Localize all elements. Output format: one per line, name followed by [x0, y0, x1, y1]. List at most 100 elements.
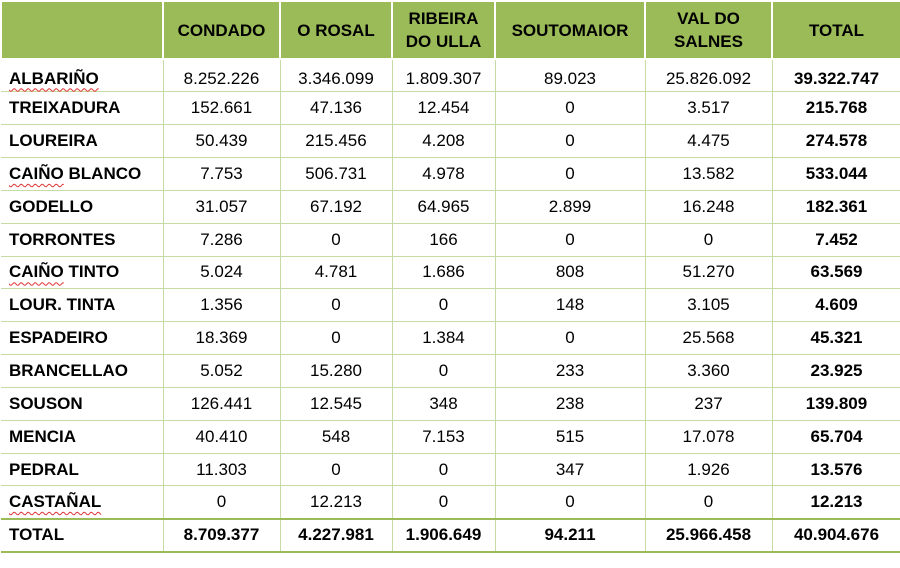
- table-cell: 16.248: [645, 190, 773, 224]
- table-cell: 13.582: [645, 157, 773, 191]
- header-total: TOTAL: [771, 0, 900, 60]
- row-label-castanal: CASTAÑAL: [1, 485, 164, 520]
- table-cell: 5.024: [163, 256, 281, 290]
- row-label-rest: BLANCO: [63, 163, 142, 183]
- row-label-text: BRANCELLAO: [9, 361, 128, 381]
- table-row: SOUSON 126.441 12.545 348 238 237 139.809: [1, 387, 900, 421]
- table-row: CAIÑO TINTO 5.024 4.781 1.686 808 51.270 63.56…: [1, 256, 900, 290]
- column-total-cell: 1.906.649: [392, 517, 496, 553]
- header-line: RIBEIRA: [408, 9, 479, 28]
- table-cell: 1.686: [392, 256, 496, 290]
- row-label-text: PEDRAL: [9, 459, 79, 479]
- header-condado: CONDADO: [162, 0, 281, 60]
- row-total-cell: 12.213: [772, 485, 900, 520]
- row-total-cell: 182.361: [772, 190, 900, 224]
- table-cell: 0: [280, 288, 393, 323]
- row-label-text: MENCIA: [9, 426, 77, 446]
- table-cell: 148: [495, 288, 646, 323]
- table-row: LOUREIRA 50.439 215.456 4.208 0 4.475 274.578: [1, 124, 900, 159]
- grand-total-row: TOTAL 8.709.377 4.227.981 1.906.649 94.211 25…: [1, 517, 900, 553]
- table-cell: 0: [495, 124, 646, 159]
- table-row: TREIXADURA 152.661 47.136 12.454 0 3.517 215.7…: [1, 91, 900, 126]
- table-cell: 3.346.099: [280, 59, 393, 93]
- table-cell: 0: [392, 485, 496, 520]
- table-cell: 0: [495, 321, 646, 356]
- table-cell: 15.280: [280, 354, 393, 388]
- row-label-espadeiro: ESPADEIRO: [1, 321, 164, 356]
- header-o-rosal: O ROSAL: [279, 0, 393, 60]
- table-cell: 40.410: [163, 420, 281, 454]
- table-cell: 7.753: [163, 157, 281, 191]
- table-cell: 2.899: [495, 190, 646, 224]
- row-total-cell: 65.704: [772, 420, 900, 454]
- table-cell: 126.441: [163, 387, 281, 421]
- row-label-albarino: ALBARIÑO: [1, 59, 164, 93]
- row-total-cell: 13.576: [772, 453, 900, 487]
- table-cell: 25.826.092: [645, 59, 773, 93]
- table-cell: 3.360: [645, 354, 773, 388]
- table-cell: 12.454: [392, 91, 496, 126]
- table-cell: 18.369: [163, 321, 281, 356]
- row-total-cell: 45.321: [772, 321, 900, 356]
- table-cell: 1.384: [392, 321, 496, 356]
- table-cell: 0: [392, 453, 496, 487]
- header-row: CONDADO O ROSAL RIBEIRA DO ULLA SOUTOMAIO…: [0, 0, 900, 60]
- row-total-cell: 39.322.747: [772, 59, 900, 93]
- table-cell: 50.439: [163, 124, 281, 159]
- table-cell: 548: [280, 420, 393, 454]
- row-label-mencia: MENCIA: [1, 420, 164, 454]
- row-label-treixadura: TREIXADURA: [1, 91, 164, 126]
- table-cell: 233: [495, 354, 646, 388]
- table-cell: 4.978: [392, 157, 496, 191]
- table-cell: 4.475: [645, 124, 773, 159]
- row-total-cell: 4.609: [772, 288, 900, 323]
- table-cell: 5.052: [163, 354, 281, 388]
- table-cell: 0: [645, 223, 773, 257]
- row-total-cell: 274.578: [772, 124, 900, 159]
- row-label-text: GODELLO: [9, 196, 94, 216]
- table-cell: 0: [163, 485, 281, 520]
- table-cell: 64.965: [392, 190, 496, 224]
- table-row: TORRONTES 7.286 0 166 0 0 7.452: [1, 223, 900, 257]
- table-cell: 238: [495, 387, 646, 421]
- spellcheck-flagged-word: CAIÑO: [9, 163, 64, 183]
- table-cell: 0: [495, 91, 646, 126]
- table-cell: 89.023: [495, 59, 646, 93]
- row-label-text: SOUSON: [9, 393, 83, 413]
- table-cell: 808: [495, 256, 646, 290]
- header-val-do-salnes: VAL DO SALNES: [644, 0, 773, 60]
- row-label-caino-tinto: CAIÑO TINTO: [1, 256, 164, 290]
- table-cell: 1.809.307: [392, 59, 496, 93]
- table-cell: 0: [280, 223, 393, 257]
- row-label-godello: GODELLO: [1, 190, 164, 224]
- table-cell: 348: [392, 387, 496, 421]
- table-row: MENCIA 40.410 548 7.153 515 17.078 65.704: [1, 420, 900, 454]
- table-cell: 17.078: [645, 420, 773, 454]
- table-cell: 12.545: [280, 387, 393, 421]
- header-corner-cell: [0, 0, 164, 60]
- row-total-cell: 533.044: [772, 157, 900, 191]
- column-total-cell: 25.966.458: [645, 517, 773, 553]
- table-row: CAIÑO BLANCO 7.753 506.731 4.978 0 13.582 533.…: [1, 157, 900, 191]
- table-cell: 0: [495, 223, 646, 257]
- table-row: ALBARIÑO 8.252.226 3.346.099 1.809.307 89.02…: [1, 59, 900, 93]
- row-total-cell: 215.768: [772, 91, 900, 126]
- table-cell: 7.286: [163, 223, 281, 257]
- row-total-cell: 63.569: [772, 256, 900, 290]
- row-label-torrontes: TORRONTES: [1, 223, 164, 257]
- table-cell: 8.252.226: [163, 59, 281, 93]
- table-cell: 506.731: [280, 157, 393, 191]
- row-label-loureira: LOUREIRA: [1, 124, 164, 159]
- table-cell: 0: [495, 485, 646, 520]
- table-cell: 347: [495, 453, 646, 487]
- row-label-rest: TINTO: [63, 262, 120, 282]
- table-cell: 47.136: [280, 91, 393, 126]
- table-cell: 237: [645, 387, 773, 421]
- table-cell: 31.057: [163, 190, 281, 224]
- table-cell: 0: [645, 485, 773, 520]
- grand-total-cell: 40.904.676: [772, 517, 900, 553]
- row-label-total: TOTAL: [1, 517, 164, 553]
- table-row: LOUR. TINTA 1.356 0 0 148 3.105 4.609: [1, 288, 900, 323]
- row-label-text: LOUREIRA: [9, 131, 98, 151]
- spellcheck-flagged-word: ALBARIÑO: [9, 68, 99, 88]
